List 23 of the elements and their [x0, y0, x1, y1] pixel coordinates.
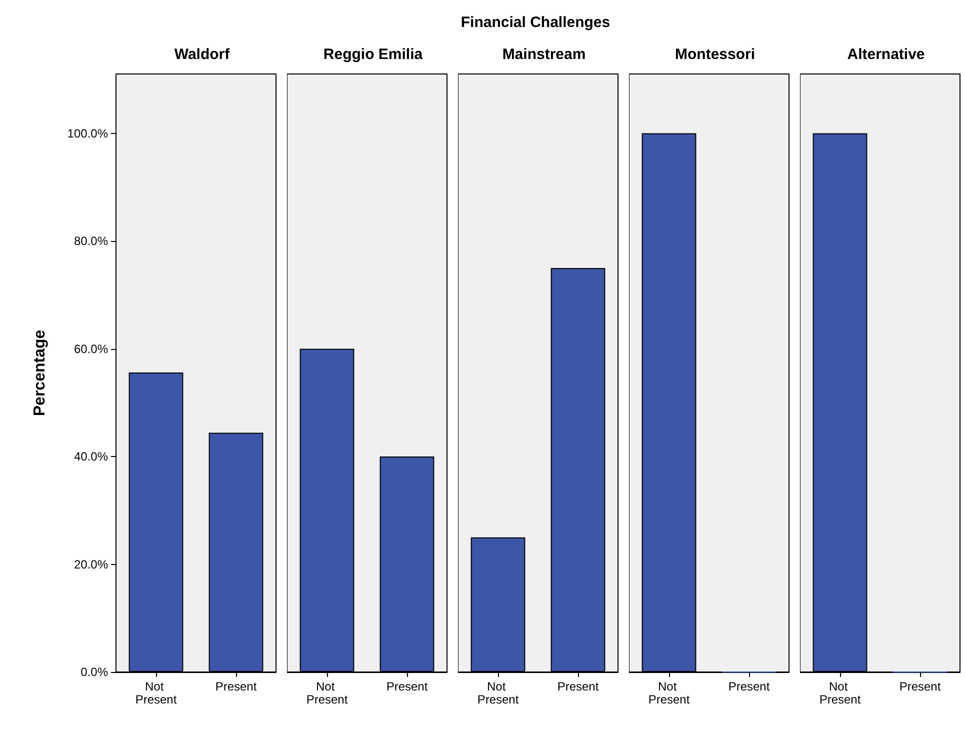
y-tick-label: 20.0%	[74, 557, 108, 572]
chart-title: Alternative	[847, 46, 925, 63]
y-axis-title: Percentage	[32, 330, 48, 416]
chart-title: Mainstream	[502, 46, 586, 63]
text: Financial Challenges	[460, 14, 610, 31]
x-tick-label: Present	[386, 680, 428, 694]
y-tick-label: 80.0%	[74, 234, 108, 248]
x-tick-label: Present	[557, 680, 600, 694]
y-tick-label: 100.0%	[67, 126, 108, 140]
x-tick-label: Not Present	[648, 680, 690, 706]
x-tick-label: Not Present	[306, 680, 348, 706]
chart-title: Reggio Emilia	[323, 46, 424, 63]
chart-title: Montessori	[674, 46, 756, 63]
y-tick-label: 60.0%	[74, 342, 108, 356]
x-tick-label: Not Present	[477, 680, 520, 706]
x-tick-label: Not Present	[819, 680, 862, 706]
y-tick-label: 40.0%	[74, 450, 108, 464]
x-tick-label: Not Present	[135, 680, 178, 706]
x-tick-label: Present	[728, 680, 770, 694]
x-tick-label: Present	[899, 680, 942, 694]
chart-title: Waldorf	[174, 46, 231, 63]
y-tick-label: 0.0%	[80, 665, 108, 679]
x-tick-label: Present	[215, 680, 258, 694]
